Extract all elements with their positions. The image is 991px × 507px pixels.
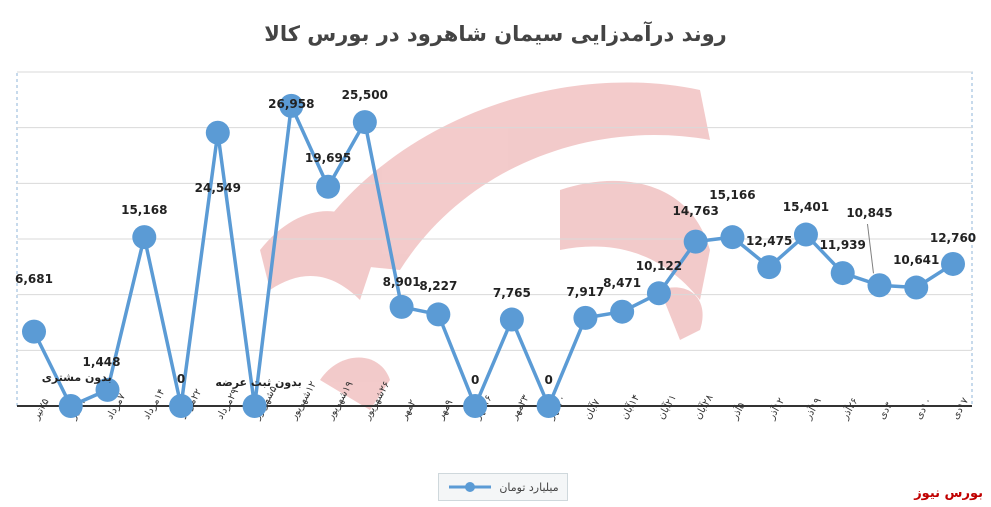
data-point xyxy=(389,294,414,319)
emblem-stroke xyxy=(560,180,710,300)
data-label: 10,641 xyxy=(893,253,939,267)
data-label: 15,168 xyxy=(121,203,167,217)
data-label: 15,166 xyxy=(709,188,755,202)
data-point xyxy=(169,394,194,418)
data-label: 7,917 xyxy=(566,285,604,299)
x-tick-label: ۲۳مهر xyxy=(508,393,531,423)
data-point xyxy=(352,110,377,135)
data-point xyxy=(95,377,120,402)
data-point xyxy=(720,225,745,250)
legend-series-label: میلیارد تومان xyxy=(499,480,559,494)
data-point xyxy=(573,305,598,330)
data-label: 8,471 xyxy=(603,276,641,290)
data-label: 26,958 xyxy=(268,97,314,111)
x-tick-label: ۱۴مرداد xyxy=(141,387,167,421)
data-point xyxy=(830,261,855,286)
background-logo-emblem xyxy=(260,82,710,410)
data-label: 25,500 xyxy=(342,88,388,102)
data-point xyxy=(242,394,267,418)
x-tick-label: ۲۶آذر xyxy=(838,395,861,422)
x-tick-label: ۷آبان xyxy=(581,396,603,422)
data-point xyxy=(279,93,304,118)
x-tick-label: ۱۰دی xyxy=(913,396,934,421)
data-label: 19,695 xyxy=(305,151,351,165)
data-point xyxy=(205,120,230,145)
data-label: 1,448 xyxy=(83,355,121,369)
data-label: 0 xyxy=(177,372,185,386)
data-point xyxy=(536,394,561,418)
data-point xyxy=(904,275,929,300)
data-point xyxy=(426,302,451,327)
x-tick-label: ۹مهر xyxy=(435,398,455,422)
x-tick-label: ۱۹آذر xyxy=(801,395,824,422)
data-point xyxy=(646,281,671,306)
data-label: 6,681 xyxy=(15,272,53,286)
data-label: 7,765 xyxy=(493,286,531,300)
data-label: 0 xyxy=(544,373,552,387)
x-tick-label: ۳دی xyxy=(877,400,896,421)
data-point xyxy=(463,394,488,418)
annotation-label: بدون ثبت عرضه xyxy=(215,376,301,389)
x-tick-label: ۵آذر xyxy=(727,400,747,422)
data-point xyxy=(610,299,635,324)
data-label: 10,845 xyxy=(846,206,892,220)
data-label: 8,901 xyxy=(383,275,421,289)
emblem-stroke xyxy=(320,357,390,410)
legend: میلیارد تومان xyxy=(438,473,568,501)
data-point xyxy=(941,251,965,276)
data-point xyxy=(58,394,83,418)
data-label: 0 xyxy=(471,373,479,387)
label-leader-line xyxy=(866,223,874,274)
data-label: 15,401 xyxy=(783,200,829,214)
emblem-stroke xyxy=(660,287,703,340)
data-point xyxy=(757,255,782,280)
data-label: 11,939 xyxy=(820,238,866,252)
data-point xyxy=(316,174,341,199)
x-tick-label: ۲۹مرداد xyxy=(215,387,241,421)
data-label: 12,475 xyxy=(746,234,792,248)
data-label: 10,122 xyxy=(636,259,682,273)
data-point xyxy=(132,225,157,250)
data-point xyxy=(683,229,708,254)
emblem-stroke xyxy=(260,211,380,300)
chart-title: روند درآمدزایی سیمان شاهرود در بورس کالا xyxy=(264,22,727,46)
emblem-stroke xyxy=(300,82,710,270)
data-point xyxy=(22,319,46,344)
annotation-label: بدون مشتری xyxy=(42,371,112,384)
data-point xyxy=(793,222,818,247)
data-label: 24,549 xyxy=(195,181,241,195)
x-tick-label: ۱۲آذر xyxy=(764,395,787,422)
x-tick-label: ۲مهر xyxy=(398,398,418,422)
data-label: 8,227 xyxy=(419,279,457,293)
x-tick-label: ۱۷دی xyxy=(950,396,971,422)
data-label: 14,763 xyxy=(673,204,719,218)
watermark-logo: بورس نیوز xyxy=(914,486,983,501)
data-point xyxy=(867,273,892,298)
data-point xyxy=(499,307,524,332)
legend-line-marker-icon xyxy=(449,482,492,492)
data-label: 12,760 xyxy=(930,231,976,245)
x-tick-label: ۲۵تیر xyxy=(31,397,52,422)
